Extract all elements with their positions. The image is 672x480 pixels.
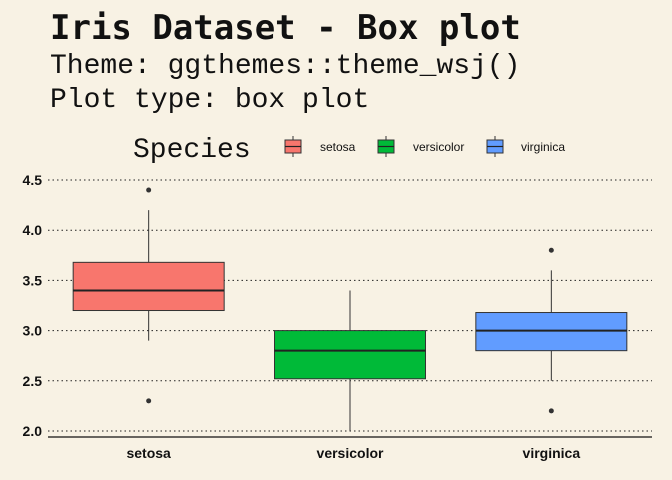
box-body-virginica (475, 312, 628, 352)
legend-title: Species (133, 135, 251, 166)
x-tick-label-virginica: virginica (523, 445, 581, 461)
chart-title: Iris Dataset - Box plot (50, 8, 521, 48)
y-tick-label-3.5: 3.5 (23, 272, 43, 288)
legend-label-setosa: setosa (320, 140, 356, 154)
legend-label-virginica: virginica (521, 140, 565, 154)
y-tick-label-2.5: 2.5 (23, 373, 43, 389)
y-tick-label-4.5: 4.5 (23, 172, 43, 188)
axes: 2.0 2.5 3.0 3.5 4.0 4.5 setosa versicolor virgin… (23, 172, 652, 461)
box-setosa (72, 187, 225, 404)
x-tick-label-setosa: setosa (126, 445, 171, 461)
outlier-virginica-0 (548, 247, 554, 253)
legend: Species setosa versicolor virginica (133, 135, 565, 166)
chart-subtitle-plot-type: Plot type: box plot (50, 85, 370, 116)
x-tick-label-versicolor: versicolor (317, 445, 384, 461)
legend-label-versicolor: versicolor (413, 140, 464, 154)
boxes (72, 187, 628, 431)
box-body-versicolor (274, 330, 426, 380)
outlier-setosa-0 (146, 187, 152, 193)
box-virginica (475, 247, 628, 414)
box-body-setosa (72, 261, 225, 312)
y-tick-label-4.0: 4.0 (23, 222, 43, 238)
outlier-setosa-1 (146, 398, 152, 404)
y-tick-label-2.0: 2.0 (23, 423, 43, 439)
outlier-virginica-1 (548, 408, 554, 414)
y-tick-label-3.0: 3.0 (23, 323, 43, 339)
box-versicolor (274, 290, 426, 431)
chart-subtitle-theme: Theme: ggthemes::theme_wsj() (50, 51, 521, 82)
